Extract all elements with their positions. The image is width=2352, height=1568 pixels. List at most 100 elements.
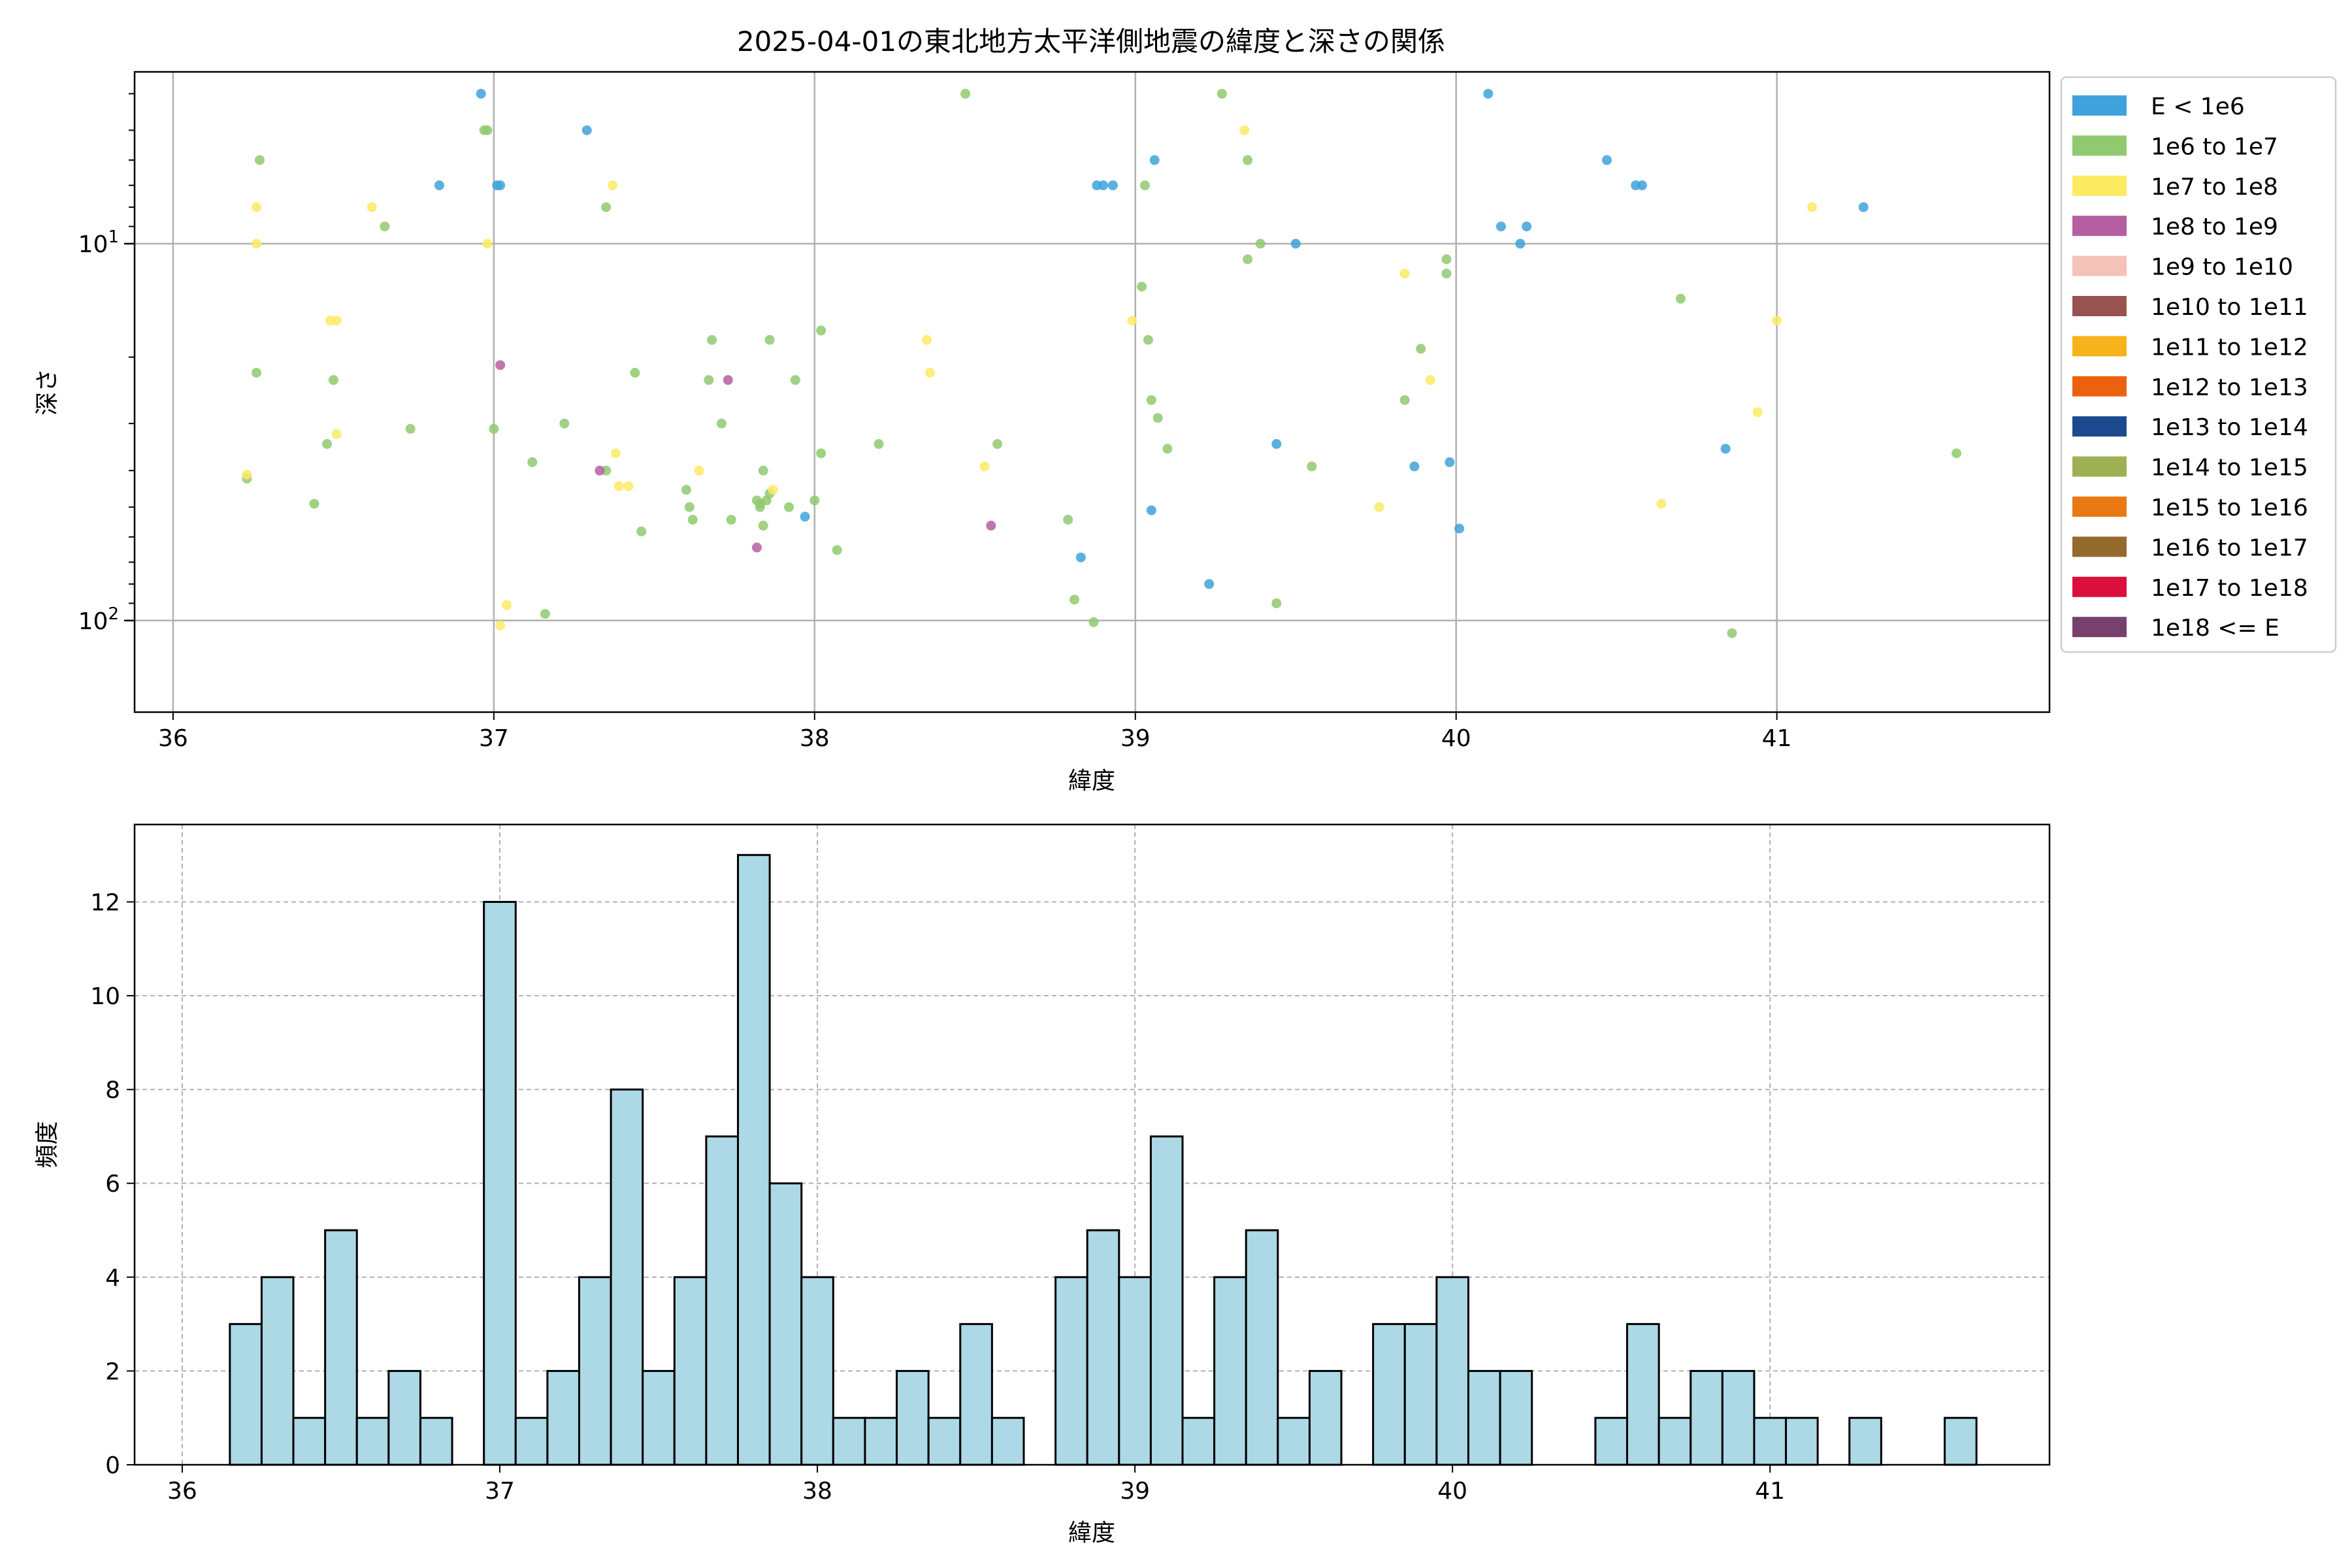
scatter-point [809,495,820,506]
histogram-bar [324,1229,358,1466]
scatter-point [1137,282,1147,292]
scatter-point [800,512,810,522]
scatter-y-tick-label: 102 [78,604,119,635]
scatter-y-axis-label: 深さ [34,368,61,416]
scatter-point [1675,293,1686,304]
scatter-point [1727,628,1737,638]
histogram-y-tick-label: 6 [105,1171,120,1198]
scatter-point [252,238,262,249]
scatter-x-tick-label: 37 [479,725,509,752]
scatter-point [254,155,265,165]
scatter-y-tick-label: 101 [78,227,119,258]
scatter-point [1601,155,1612,165]
histogram-bar [1054,1276,1088,1466]
scatter-point [601,202,612,212]
scatter-point [758,521,768,531]
scatter-point [1239,125,1250,135]
scatter-point [1454,523,1465,534]
scatter-point [1445,457,1455,467]
scatter-point [476,88,486,99]
legend-swatch [2072,95,2127,116]
scatter-point [434,180,444,191]
legend-items: E < 1e6 1e6 to 1e7 1e7 to 1e8 1e8 to 1e9 1e9… [2072,93,2308,642]
histogram-bar [800,1276,834,1466]
scatter-point [636,526,647,536]
legend-swatch [2072,336,2127,357]
histogram-y-tick-label: 10 [90,983,120,1010]
histogram-x-axis-label: 緯度 [1068,1520,1115,1546]
chart-title: 2025-04-01の東北地方太平洋側地震の緯度と深さの関係 [737,25,1445,57]
scatter-point [1088,617,1099,627]
histogram-bar [1626,1323,1660,1466]
scatter-point [1441,254,1452,265]
histogram-bar [1499,1369,1533,1466]
histogram-bar [260,1276,295,1466]
histogram: 36 37 38 39 40 41 0 2 4 6 8 10 12 緯度 頻度 [34,823,2051,1546]
scatter-point [1204,579,1215,589]
legend-label: 1e15 to 1e16 [2151,495,2308,521]
scatter-point [581,125,592,135]
scatter-x-axis-label: 緯度 [1068,768,1115,794]
scatter-point [1075,552,1086,563]
histogram-bar [1118,1276,1152,1466]
scatter-point [527,457,538,467]
scatter-point [874,439,884,449]
legend-swatch [2072,456,2127,477]
histogram-bar [1848,1416,1882,1466]
legend-box [2060,76,2337,653]
scatter-point [751,542,762,553]
legend: E < 1e6 1e6 to 1e7 1e7 to 1e8 1e8 to 1e9 1e9… [2060,76,2337,653]
histogram-bar [832,1416,866,1466]
histogram-bar [578,1276,612,1466]
scatter-x-tick-label: 39 [1120,725,1151,752]
scatter-point [1152,413,1163,423]
legend-label: 1e9 to 1e10 [2151,254,2293,281]
legend-swatch [2072,255,2127,276]
scatter-point [764,335,775,345]
legend-label: 1e18 <= E [2151,615,2279,642]
scatter-point [790,375,800,385]
histogram-bar [1658,1416,1692,1466]
legend-label: 1e14 to 1e15 [2151,455,2308,482]
histogram-bar [1277,1416,1311,1466]
histogram-bar [546,1369,580,1466]
histogram-bar [1721,1369,1756,1466]
scatter-point [960,88,971,99]
histogram-bar [610,1088,644,1466]
scatter-point [726,514,736,525]
histogram-bar [292,1416,327,1466]
scatter-point [816,325,826,336]
scatter-point [495,360,506,370]
scatter-point [758,465,768,476]
legend-swatch [2072,376,2127,397]
scatter-point [331,316,342,326]
scatter-point [723,375,733,385]
histogram-bar [768,1182,803,1466]
histogram-bar [1467,1369,1501,1466]
legend-swatch [2072,416,2127,437]
histogram-x-tick-label: 38 [802,1478,832,1505]
legend-label: 1e12 to 1e13 [2151,374,2308,401]
scatter-x-ticks: 36 37 38 39 40 41 [158,712,1792,752]
legend-label: 1e13 to 1e14 [2151,414,2308,441]
histogram-frame [133,823,2051,1466]
scatter-point [540,609,550,619]
scatter-point [623,481,634,491]
scatter-point [1495,221,1506,232]
scatter-point [1416,344,1426,354]
scatter-point [1952,448,1962,459]
scatter-plot-area [135,72,2050,712]
scatter-point [1069,595,1079,605]
scatter-point [252,368,262,378]
scatter-frame [133,71,2051,713]
scatter-point [1243,155,1253,165]
histogram-bar [1690,1369,1723,1466]
scatter-point [922,335,932,345]
legend-label: 1e11 to 1e12 [2151,334,2308,361]
scatter-point [716,418,727,429]
histogram-bar [1372,1323,1406,1466]
scatter-point [328,375,338,385]
scatter-point [405,423,416,434]
legend-label: E < 1e6 [2151,93,2245,120]
histogram-y-tick-label: 4 [105,1265,120,1292]
